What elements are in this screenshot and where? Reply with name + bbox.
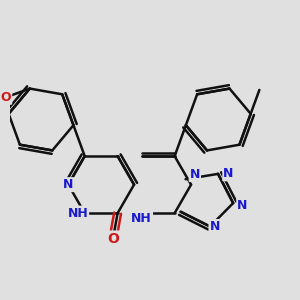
Text: N: N	[190, 168, 200, 181]
Text: N: N	[237, 199, 248, 212]
Text: O: O	[107, 232, 119, 245]
Text: O: O	[1, 91, 11, 104]
Text: NH: NH	[131, 212, 152, 225]
Text: N: N	[223, 167, 234, 180]
Text: N: N	[63, 178, 74, 191]
Text: N: N	[209, 220, 220, 233]
Text: NH: NH	[68, 207, 88, 220]
